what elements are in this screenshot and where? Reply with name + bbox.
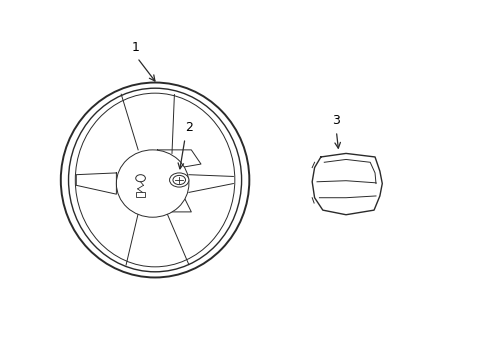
Text: 3: 3 — [332, 114, 340, 127]
Text: 1: 1 — [132, 41, 140, 54]
Circle shape — [169, 173, 188, 187]
Ellipse shape — [116, 150, 188, 217]
Text: 2: 2 — [184, 121, 192, 134]
Bar — [136, 192, 145, 197]
